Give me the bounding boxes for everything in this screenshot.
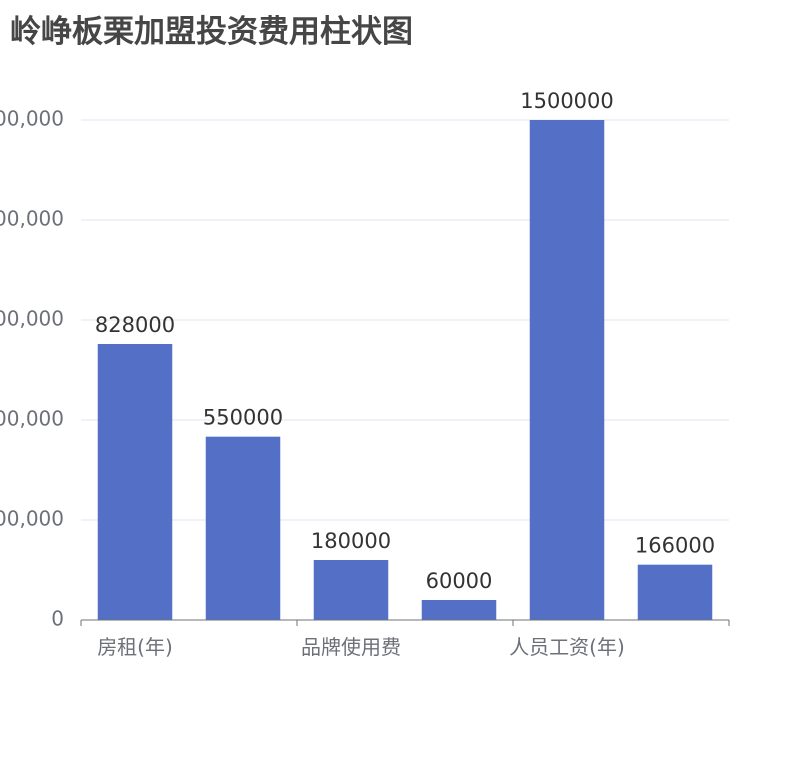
bars xyxy=(97,120,713,620)
data-labels: 828000 550000 180000 60000 1500000 166000 xyxy=(95,89,715,593)
data-label: 828000 xyxy=(95,313,175,337)
bar xyxy=(205,436,281,620)
y-tick-label: 00,000 xyxy=(0,207,64,231)
x-tick-label: 品牌使用费 xyxy=(301,635,401,659)
x-tick-label: 人员工资(年) xyxy=(509,635,625,659)
y-tick-label: 00,000 xyxy=(0,507,64,531)
bar xyxy=(421,600,497,620)
bar xyxy=(529,120,605,620)
data-label: 166000 xyxy=(635,534,715,558)
x-tick-label: 房租(年) xyxy=(97,635,173,659)
data-label: 1500000 xyxy=(520,89,614,113)
bar xyxy=(637,564,713,620)
y-tick-label: 00,000 xyxy=(0,107,64,131)
y-tick-label: 00,000 xyxy=(0,307,64,331)
y-tick-label: 00,000 xyxy=(0,407,64,431)
data-label: 60000 xyxy=(426,569,493,593)
x-axis: 房租(年) 品牌使用费 人员工资(年) xyxy=(80,619,730,659)
y-axis: 0 00,000 00,000 00,000 00,000 00,000 xyxy=(0,107,64,631)
bar xyxy=(97,344,173,620)
data-label: 550000 xyxy=(203,406,283,430)
grid-lines xyxy=(81,119,729,521)
chart-title: 岭峥板栗加盟投资费用柱状图 xyxy=(10,14,413,50)
y-tick-label: 0 xyxy=(51,607,64,631)
bar xyxy=(313,560,389,620)
data-label: 180000 xyxy=(311,529,391,553)
